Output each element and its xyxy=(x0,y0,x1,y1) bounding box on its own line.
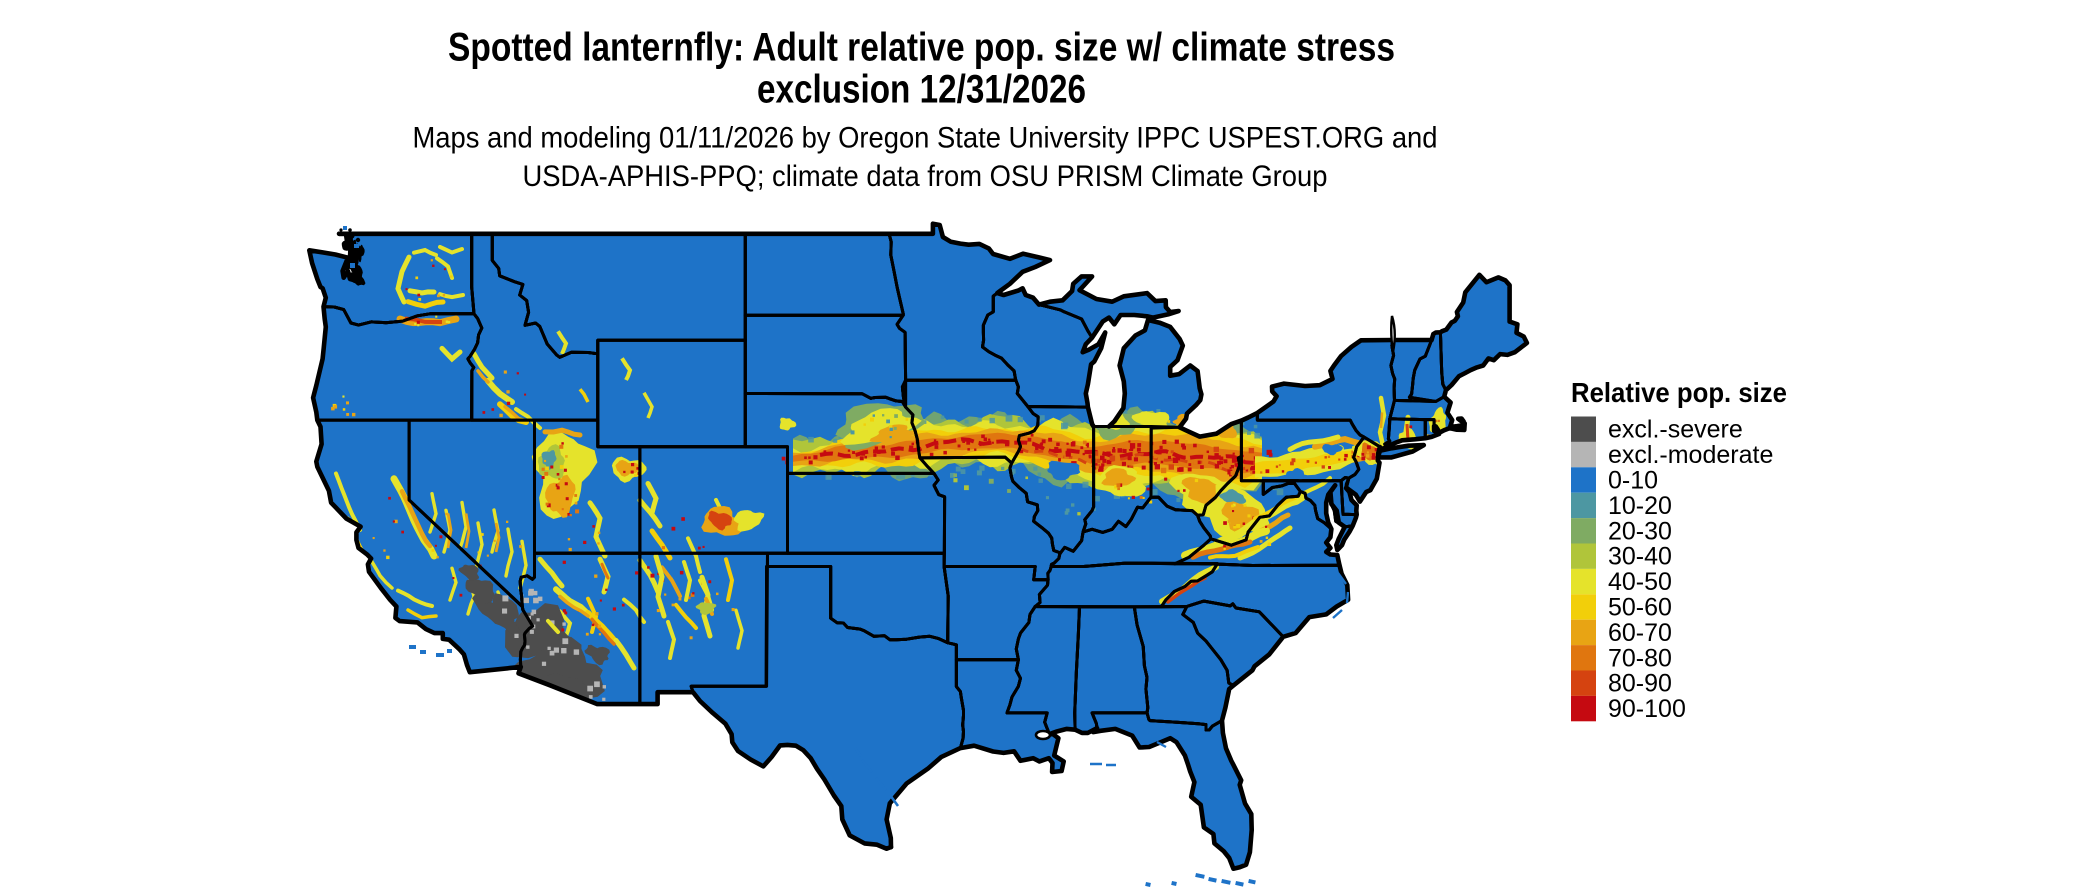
svg-text:50-60: 50-60 xyxy=(1608,594,1672,622)
svg-text:excl.-moderate: excl.-moderate xyxy=(1608,441,1773,469)
svg-text:exclusion 12/31/2026: exclusion 12/31/2026 xyxy=(757,68,1086,112)
svg-text:0-10: 0-10 xyxy=(1608,467,1658,495)
svg-text:90-100: 90-100 xyxy=(1608,695,1686,723)
svg-text:40-50: 40-50 xyxy=(1608,568,1672,596)
svg-text:Maps and modeling 01/11/2026 b: Maps and modeling 01/11/2026 by Oregon S… xyxy=(413,122,1438,155)
svg-text:excl.-severe: excl.-severe xyxy=(1608,416,1743,444)
svg-text:10-20: 10-20 xyxy=(1608,492,1672,520)
svg-text:80-90: 80-90 xyxy=(1608,670,1672,698)
svg-text:USDA-APHIS-PPQ; climate data f: USDA-APHIS-PPQ; climate data from OSU PR… xyxy=(523,160,1328,193)
svg-text:60-70: 60-70 xyxy=(1608,619,1672,647)
svg-text:70-80: 70-80 xyxy=(1608,644,1672,672)
svg-text:20-30: 20-30 xyxy=(1608,517,1672,545)
svg-text:30-40: 30-40 xyxy=(1608,543,1672,571)
svg-text:Spotted lanternfly: Adult rela: Spotted lanternfly: Adult relative pop. … xyxy=(448,26,1395,70)
svg-text:Relative pop. size: Relative pop. size xyxy=(1571,377,1787,408)
